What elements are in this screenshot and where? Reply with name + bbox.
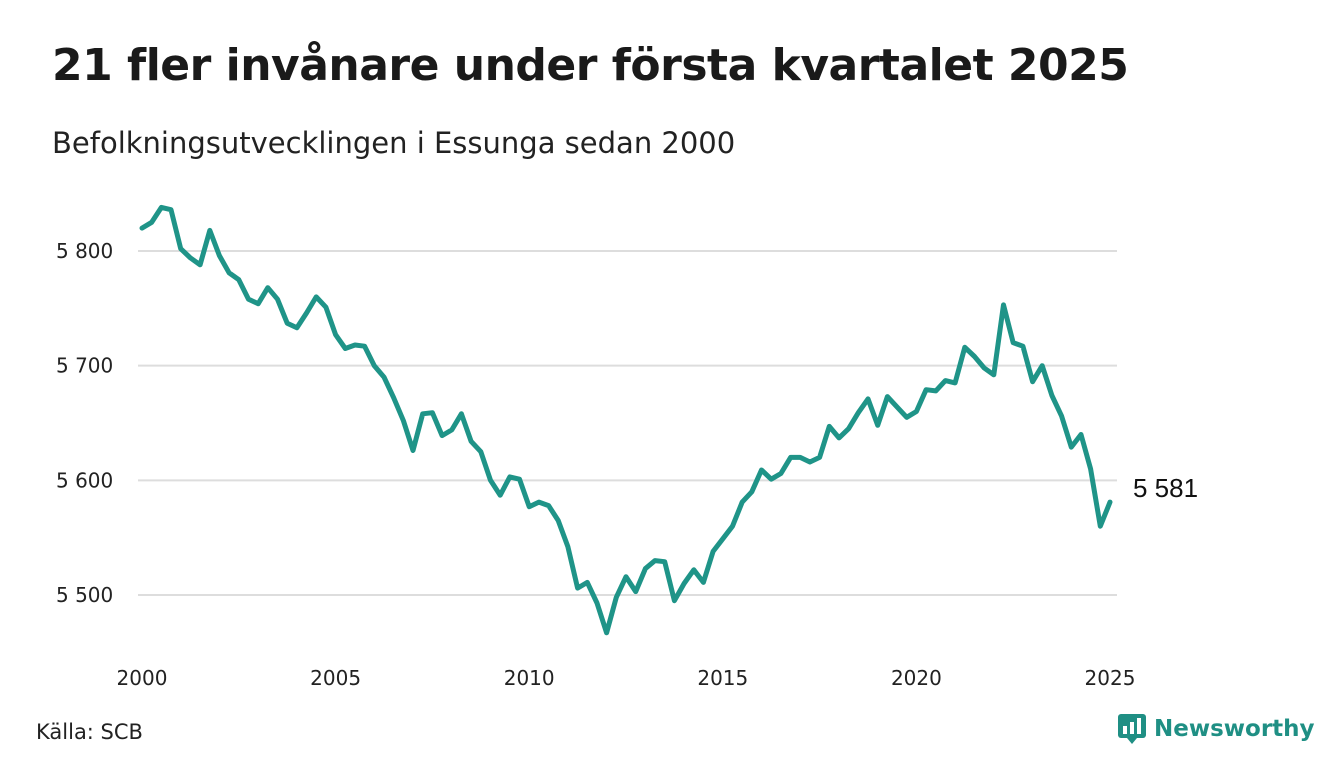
y-tick-label: 5 600 [56, 468, 113, 492]
brand-logo: Newsworthy [1118, 714, 1315, 744]
series-line [139, 204, 1113, 636]
chart-title: 21 fler invånare under första kvartalet … [52, 40, 1129, 91]
x-axis: 2000 2005 2010 2015 2020 2025 [117, 666, 1136, 690]
y-tick-label: 5 800 [56, 239, 113, 263]
x-tick-label: 2020 [891, 666, 942, 690]
y-tick-label: 5 700 [56, 354, 113, 378]
grid-lines [138, 250, 1117, 596]
brand-name: Newsworthy [1154, 716, 1315, 742]
x-tick-label: 2015 [697, 666, 748, 690]
newsworthy-icon [1118, 714, 1146, 744]
series-group [139, 204, 1113, 636]
source-note: Källa: SCB [36, 720, 143, 744]
y-axis: 5 500 5 600 5 700 5 800 [56, 239, 113, 607]
x-tick-label: 2000 [117, 666, 168, 690]
y-tick-label: 5 500 [56, 583, 113, 607]
x-tick-label: 2010 [504, 666, 555, 690]
chart-subtitle: Befolkningsutvecklingen i Essunga sedan … [52, 126, 736, 160]
end-value-label: 5 581 [1133, 473, 1198, 503]
x-tick-label: 2005 [310, 666, 361, 690]
x-tick-label: 2025 [1085, 666, 1136, 690]
